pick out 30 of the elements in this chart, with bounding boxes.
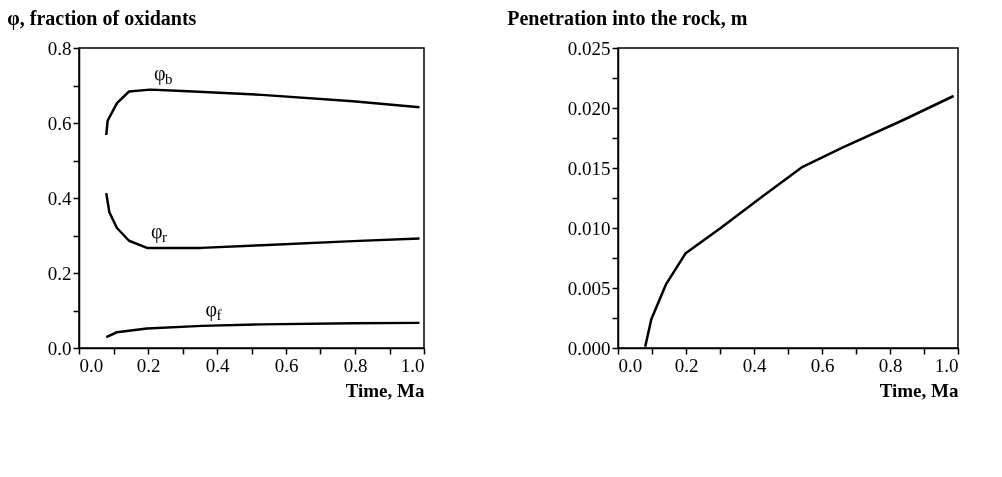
- y-tick-label: 0.2: [47, 262, 72, 284]
- x-axis-title: Time, Ma: [879, 379, 959, 401]
- y-tick-label: 0.4: [47, 187, 72, 209]
- line-series: [105, 191, 421, 250]
- chart-title: Penetration into the rock, m: [507, 7, 748, 29]
- x-tick-label: 0.0: [79, 354, 104, 376]
- y-tick-label: 0.025: [567, 37, 611, 59]
- x-tick-label: 0.2: [136, 354, 161, 376]
- x-tick-label: 1.0: [400, 354, 425, 376]
- x-tick-label: 0.6: [810, 354, 835, 376]
- y-tick-label: 0.020: [567, 97, 611, 119]
- x-tick-label: 0.0: [618, 354, 643, 376]
- y-tick-label: 0.6: [47, 112, 72, 134]
- x-tick-label: 0.8: [878, 354, 903, 376]
- y-tick-label: 0.005: [567, 277, 611, 299]
- y-tick-label: 0.0: [47, 337, 72, 359]
- y-tick-label: 0.8: [47, 37, 72, 59]
- x-tick-label: 0.2: [674, 354, 699, 376]
- y-tick-label: 0.015: [567, 157, 611, 179]
- x-tick-label: 0.4: [742, 354, 767, 376]
- x-tick-label: 0.6: [274, 354, 299, 376]
- chart-title: φ, fraction of oxidants: [7, 7, 197, 30]
- line-series: [105, 321, 421, 339]
- y-tick-label: 0.010: [567, 217, 611, 239]
- y-tick-label: 0.000: [567, 337, 611, 359]
- x-tick-label: 0.8: [343, 354, 368, 376]
- x-tick-label: 1.0: [934, 354, 959, 376]
- x-axis-title: Time, Ma: [345, 379, 425, 401]
- line-series: [105, 88, 421, 137]
- x-tick-label: 0.4: [205, 354, 230, 376]
